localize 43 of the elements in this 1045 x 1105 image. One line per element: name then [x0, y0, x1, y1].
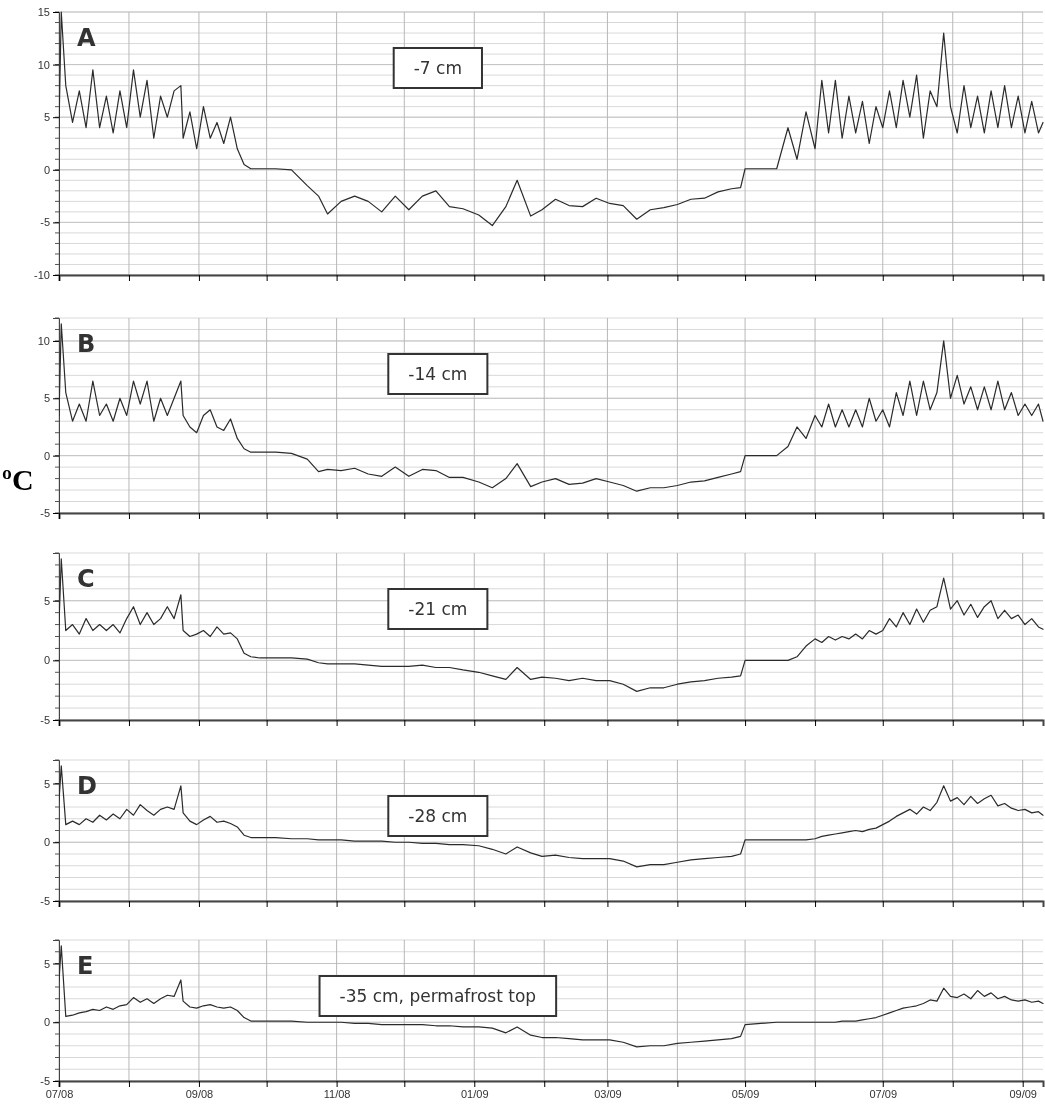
y-tick-label: 5: [43, 111, 50, 124]
x-tick-label: 01/09: [461, 1087, 489, 1100]
line-series: [59, 765, 1044, 868]
y-tick-label: 5: [43, 777, 50, 790]
line-series: [59, 558, 1044, 692]
x-tick-label: 09/09: [1009, 1087, 1037, 1100]
y-axis-title: ºC: [2, 462, 34, 496]
annotation: -14 cm: [408, 364, 468, 384]
y-tick-label: 5: [43, 957, 50, 970]
y-tick-label: -5: [40, 714, 50, 727]
y-tick-label: 15: [37, 6, 50, 19]
line-series: [59, 945, 1044, 1048]
y-tick-label: 0: [43, 1016, 50, 1029]
y-tick-label: 5: [43, 392, 50, 405]
annotation: E: [77, 952, 94, 980]
annotation: -21 cm: [408, 599, 468, 619]
y-tick-label: -5: [40, 507, 50, 520]
line-series: [59, 11, 1044, 227]
y-tick-label: 10: [37, 58, 50, 71]
y-tick-label: -5: [40, 895, 50, 908]
y-tick-label: 0: [43, 449, 50, 462]
y-tick-label: -10: [34, 269, 50, 282]
x-tick-label: 05/09: [731, 1087, 760, 1100]
x-tick-label: 07/09: [869, 1087, 898, 1100]
annotation: A: [77, 24, 96, 52]
x-tick-label: 03/09: [594, 1087, 622, 1100]
y-tick-label: 10: [37, 334, 50, 347]
x-tick-label: 07/08: [45, 1087, 74, 1100]
line-series: [59, 323, 1044, 492]
annotation: D: [77, 772, 97, 800]
annotation: B: [77, 330, 96, 358]
x-tick-label: 11/08: [323, 1087, 351, 1100]
y-tick-label: 0: [43, 654, 50, 667]
y-tick-label: 0: [43, 836, 50, 849]
annotation: C: [77, 565, 95, 593]
y-tick-label: 0: [43, 163, 50, 176]
y-tick-label: -5: [40, 216, 50, 229]
annotation: -28 cm: [408, 806, 468, 826]
annotation: -35 cm, permafrost top: [339, 986, 537, 1006]
y-tick-label: 5: [43, 594, 50, 607]
x-tick-label: 09/08: [185, 1087, 214, 1100]
annotation: -7 cm: [413, 58, 462, 78]
y-tick-label: -5: [40, 1075, 50, 1088]
